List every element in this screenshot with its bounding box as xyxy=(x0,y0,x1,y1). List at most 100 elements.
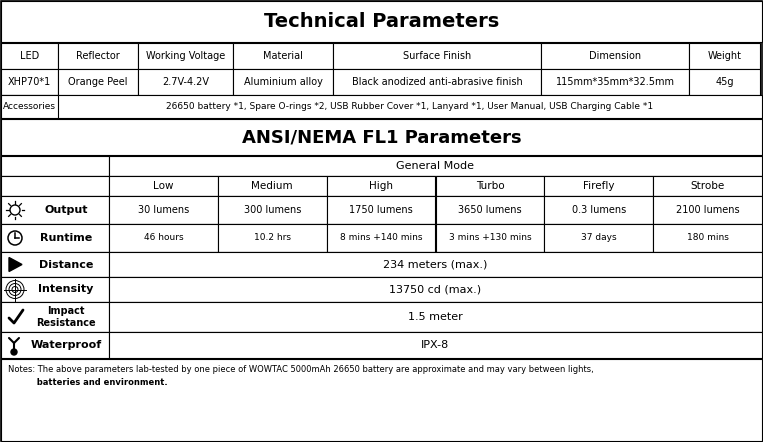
Text: Intensity: Intensity xyxy=(38,285,94,294)
Bar xyxy=(544,176,653,196)
Text: Strobe: Strobe xyxy=(691,181,725,191)
Bar xyxy=(1,156,109,176)
Text: batteries and environment.: batteries and environment. xyxy=(8,378,168,387)
Text: Technical Parameters: Technical Parameters xyxy=(264,12,499,31)
Text: 26650 battery *1, Spare O-rings *2, USB Rubber Cover *1, Lanyard *1, User Manual: 26650 battery *1, Spare O-rings *2, USB … xyxy=(166,102,654,111)
Bar xyxy=(109,252,762,277)
Bar xyxy=(217,176,327,196)
Bar xyxy=(544,196,653,224)
Text: 115mm*35mm*32.5mm: 115mm*35mm*32.5mm xyxy=(555,77,674,87)
Bar xyxy=(1,1,762,42)
Text: Material: Material xyxy=(263,51,303,61)
Text: IPX-8: IPX-8 xyxy=(421,340,449,350)
Bar xyxy=(1,176,762,196)
Bar xyxy=(1,224,762,252)
Bar xyxy=(1,302,109,332)
Bar xyxy=(138,69,233,95)
Bar xyxy=(653,224,762,252)
Bar xyxy=(689,69,760,95)
Text: 13750 cd (max.): 13750 cd (max.) xyxy=(389,285,481,294)
Bar xyxy=(1,196,762,224)
Text: 300 lumens: 300 lumens xyxy=(243,205,301,215)
Bar xyxy=(653,176,762,196)
Bar xyxy=(1,95,58,118)
Text: Runtime: Runtime xyxy=(40,233,92,243)
Bar xyxy=(1,277,109,302)
Text: Distance: Distance xyxy=(39,259,93,270)
Bar xyxy=(109,332,762,358)
Text: 1.5 meter: 1.5 meter xyxy=(408,312,463,322)
Bar xyxy=(58,69,138,95)
Text: Surface Finish: Surface Finish xyxy=(403,51,471,61)
Text: Waterproof: Waterproof xyxy=(31,340,101,350)
Bar xyxy=(1,252,762,277)
Text: Turbo: Turbo xyxy=(475,181,504,191)
Bar xyxy=(1,332,109,358)
Text: 3 mins +130 mins: 3 mins +130 mins xyxy=(449,233,531,243)
Bar xyxy=(436,196,544,224)
Text: Reflector: Reflector xyxy=(76,51,120,61)
Polygon shape xyxy=(9,258,22,271)
Bar xyxy=(1,332,762,358)
Bar xyxy=(1,359,762,441)
Text: 1750 lumens: 1750 lumens xyxy=(349,205,413,215)
Text: Aluminium alloy: Aluminium alloy xyxy=(243,77,323,87)
Bar xyxy=(544,224,653,252)
Bar xyxy=(1,252,109,277)
Text: Output: Output xyxy=(44,205,88,215)
Bar xyxy=(327,224,436,252)
Bar xyxy=(138,43,233,69)
Bar xyxy=(1,196,109,224)
Text: Black anodized anti-abrasive finish: Black anodized anti-abrasive finish xyxy=(352,77,523,87)
Bar xyxy=(1,302,762,332)
Bar xyxy=(217,224,327,252)
Bar xyxy=(1,95,762,118)
Text: 3650 lumens: 3650 lumens xyxy=(458,205,522,215)
Bar xyxy=(327,176,436,196)
Bar xyxy=(653,196,762,224)
Bar xyxy=(1,156,762,176)
Bar xyxy=(436,176,544,196)
Text: 30 lumens: 30 lumens xyxy=(138,205,189,215)
Text: 0.3 lumens: 0.3 lumens xyxy=(571,205,626,215)
Bar xyxy=(689,43,760,69)
Text: 37 days: 37 days xyxy=(581,233,617,243)
Text: 2100 lumens: 2100 lumens xyxy=(676,205,739,215)
Text: XHP70*1: XHP70*1 xyxy=(8,77,51,87)
Bar xyxy=(233,69,333,95)
Text: Firefly: Firefly xyxy=(583,181,614,191)
Text: 2.7V-4.2V: 2.7V-4.2V xyxy=(162,77,209,87)
Text: Impact
Resistance: Impact Resistance xyxy=(36,306,96,328)
Text: Weight: Weight xyxy=(707,51,742,61)
Text: Accessories: Accessories xyxy=(3,102,56,111)
Text: 10.2 hrs: 10.2 hrs xyxy=(254,233,291,243)
Bar xyxy=(58,43,138,69)
Bar xyxy=(333,69,541,95)
Bar xyxy=(1,69,58,95)
Bar xyxy=(109,196,217,224)
Text: 8 mins +140 mins: 8 mins +140 mins xyxy=(340,233,423,243)
Bar xyxy=(109,302,762,332)
Text: Orange Peel: Orange Peel xyxy=(68,77,127,87)
Text: LED: LED xyxy=(20,51,39,61)
Bar xyxy=(1,224,109,252)
Bar xyxy=(1,176,109,196)
Text: Low: Low xyxy=(153,181,174,191)
Bar xyxy=(436,224,544,252)
Text: General Mode: General Mode xyxy=(397,161,475,171)
Bar xyxy=(1,119,762,155)
Bar xyxy=(109,156,762,176)
Bar xyxy=(541,43,689,69)
Bar xyxy=(541,69,689,95)
Bar xyxy=(109,176,217,196)
Text: Working Voltage: Working Voltage xyxy=(146,51,225,61)
Bar xyxy=(233,43,333,69)
Text: 45g: 45g xyxy=(715,77,734,87)
Bar xyxy=(1,277,762,302)
Bar xyxy=(1,43,58,69)
Text: High: High xyxy=(369,181,393,191)
Bar xyxy=(109,277,762,302)
Bar xyxy=(217,196,327,224)
Text: Medium: Medium xyxy=(252,181,293,191)
Text: 234 meters (max.): 234 meters (max.) xyxy=(383,259,488,270)
